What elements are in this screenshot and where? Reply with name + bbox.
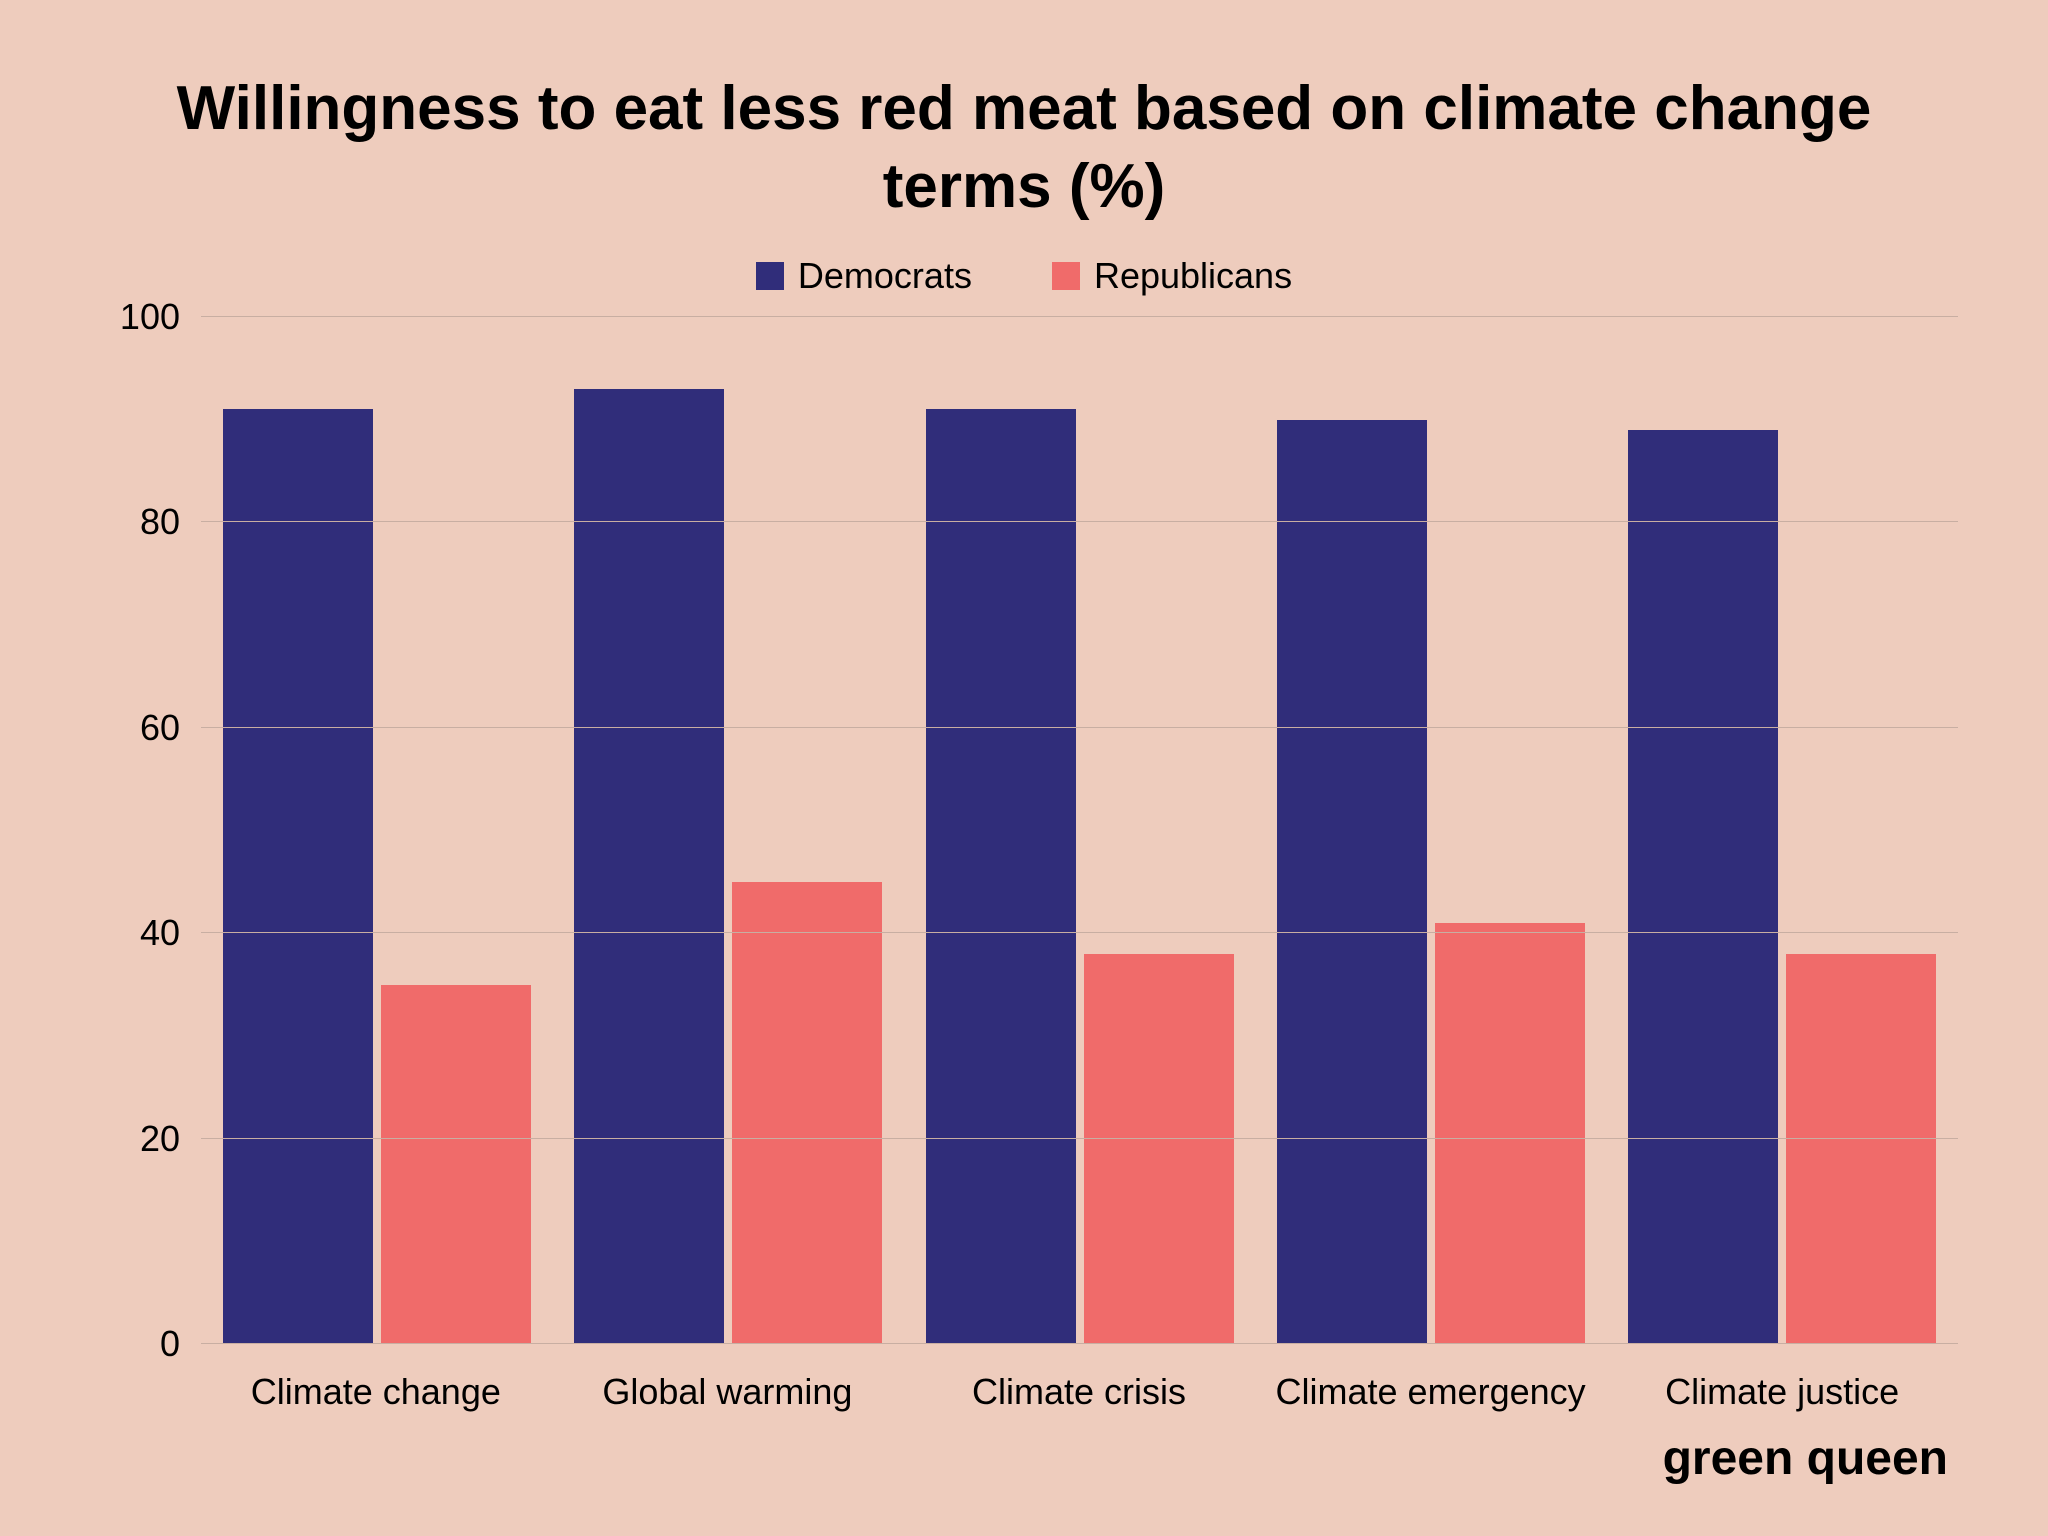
- x-tick-label: Climate crisis: [903, 1371, 1255, 1413]
- legend: Democrats Republicans: [90, 255, 1958, 297]
- bar: [926, 409, 1076, 1344]
- legend-swatch-republicans: [1052, 262, 1080, 290]
- bar-group: [1255, 317, 1606, 1344]
- bar: [223, 409, 373, 1344]
- bar: [1435, 923, 1585, 1344]
- x-tick-label: Climate change: [200, 1371, 552, 1413]
- x-axis: Climate changeGlobal warmingClimate cris…: [200, 1371, 1958, 1413]
- chart-title: Willingness to eat less red meat based o…: [90, 70, 1958, 225]
- gridline: [201, 1138, 1958, 1139]
- bar: [732, 882, 882, 1344]
- bar: [1786, 954, 1936, 1344]
- gridline: [201, 316, 1958, 317]
- y-axis: 020406080100: [90, 317, 200, 1344]
- gridline: [201, 932, 1958, 933]
- legend-label-democrats: Democrats: [798, 255, 972, 297]
- chart-container: Willingness to eat less red meat based o…: [0, 0, 2048, 1536]
- x-tick-label: Climate emergency: [1255, 1371, 1607, 1413]
- y-tick-label: 60: [140, 707, 180, 749]
- bar-group: [904, 317, 1255, 1344]
- legend-item-republicans: Republicans: [1052, 255, 1292, 297]
- chart-area: 020406080100: [90, 317, 1958, 1344]
- bar: [1277, 420, 1427, 1344]
- legend-swatch-democrats: [756, 262, 784, 290]
- x-tick-label: Global warming: [552, 1371, 904, 1413]
- gridline: [201, 1343, 1958, 1344]
- y-tick-label: 100: [120, 296, 180, 338]
- gridline: [201, 521, 1958, 522]
- bar-group: [1607, 317, 1958, 1344]
- y-tick-label: 0: [160, 1323, 180, 1365]
- x-tick-label: Climate justice: [1606, 1371, 1958, 1413]
- y-tick-label: 80: [140, 501, 180, 543]
- legend-label-republicans: Republicans: [1094, 255, 1292, 297]
- bar: [574, 389, 724, 1344]
- gridline: [201, 727, 1958, 728]
- bar-group: [552, 317, 903, 1344]
- legend-item-democrats: Democrats: [756, 255, 972, 297]
- bars-row: [201, 317, 1958, 1344]
- bar: [1084, 954, 1234, 1344]
- bar: [1628, 430, 1778, 1344]
- bar: [381, 985, 531, 1344]
- bar-group: [201, 317, 552, 1344]
- plot: [200, 317, 1958, 1344]
- y-tick-label: 40: [140, 912, 180, 954]
- attribution: green queen: [90, 1431, 1958, 1486]
- y-tick-label: 20: [140, 1118, 180, 1160]
